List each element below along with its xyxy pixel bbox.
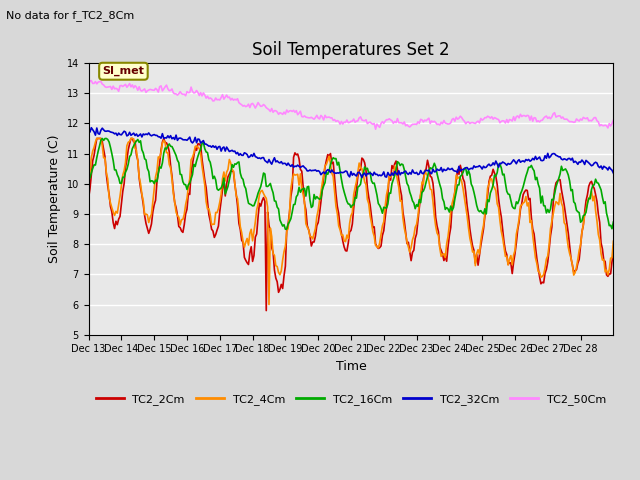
TC2_50Cm: [364, 121, 371, 127]
TC2_50Cm: [88, 78, 95, 84]
TC2_16Cm: [365, 170, 372, 176]
TC2_50Cm: [99, 81, 106, 87]
TC2_50Cm: [132, 84, 140, 90]
TC2_32Cm: [88, 125, 95, 131]
Line: TC2_32Cm: TC2_32Cm: [88, 128, 613, 178]
Text: No data for f_TC2_8Cm: No data for f_TC2_8Cm: [6, 10, 134, 21]
TC2_16Cm: [609, 219, 617, 225]
TC2_2Cm: [84, 195, 92, 201]
TC2_4Cm: [303, 224, 311, 230]
TC2_4Cm: [84, 180, 92, 186]
TC2_4Cm: [99, 143, 106, 149]
TC2_32Cm: [609, 170, 617, 176]
TC2_16Cm: [452, 189, 460, 195]
TC2_32Cm: [132, 131, 140, 137]
TC2_50Cm: [302, 114, 310, 120]
TC2_4Cm: [132, 147, 140, 153]
Line: TC2_4Cm: TC2_4Cm: [88, 138, 613, 304]
TC2_2Cm: [132, 152, 140, 158]
Line: TC2_2Cm: TC2_2Cm: [88, 138, 613, 311]
TC2_2Cm: [262, 308, 270, 313]
TC2_16Cm: [99, 135, 106, 141]
TC2_4Cm: [436, 245, 444, 251]
TC2_16Cm: [84, 173, 92, 179]
TC2_32Cm: [99, 125, 106, 131]
TC2_16Cm: [132, 138, 140, 144]
TC2_32Cm: [358, 175, 365, 180]
TC2_4Cm: [609, 239, 617, 244]
TC2_4Cm: [265, 301, 273, 307]
Legend: TC2_2Cm, TC2_4Cm, TC2_16Cm, TC2_32Cm, TC2_50Cm: TC2_2Cm, TC2_4Cm, TC2_16Cm, TC2_32Cm, TC…: [92, 389, 611, 409]
TC2_32Cm: [302, 166, 310, 171]
TC2_4Cm: [93, 135, 100, 141]
TC2_32Cm: [365, 171, 372, 177]
TC2_50Cm: [372, 126, 380, 132]
TC2_32Cm: [452, 168, 460, 174]
TC2_2Cm: [303, 223, 311, 228]
TC2_4Cm: [452, 172, 460, 178]
TC2_4Cm: [365, 201, 372, 207]
TC2_2Cm: [365, 194, 372, 200]
TC2_50Cm: [84, 81, 92, 87]
TC2_50Cm: [609, 118, 617, 123]
TC2_32Cm: [84, 127, 92, 132]
TC2_2Cm: [436, 244, 444, 250]
TC2_32Cm: [436, 168, 444, 173]
Title: Soil Temperatures Set 2: Soil Temperatures Set 2: [252, 41, 450, 59]
TC2_2Cm: [93, 135, 100, 141]
Line: TC2_16Cm: TC2_16Cm: [88, 138, 613, 229]
TC2_16Cm: [97, 137, 105, 143]
TC2_2Cm: [609, 250, 617, 256]
TC2_2Cm: [99, 139, 106, 144]
TC2_50Cm: [452, 114, 460, 120]
X-axis label: Time: Time: [335, 360, 366, 373]
TC2_2Cm: [452, 178, 460, 183]
TC2_50Cm: [436, 122, 444, 128]
TC2_16Cm: [282, 227, 289, 232]
TC2_16Cm: [303, 184, 311, 190]
TC2_16Cm: [436, 182, 444, 188]
Text: SI_met: SI_met: [102, 66, 145, 76]
Y-axis label: Soil Temperature (C): Soil Temperature (C): [48, 134, 61, 263]
Line: TC2_50Cm: TC2_50Cm: [88, 81, 613, 129]
